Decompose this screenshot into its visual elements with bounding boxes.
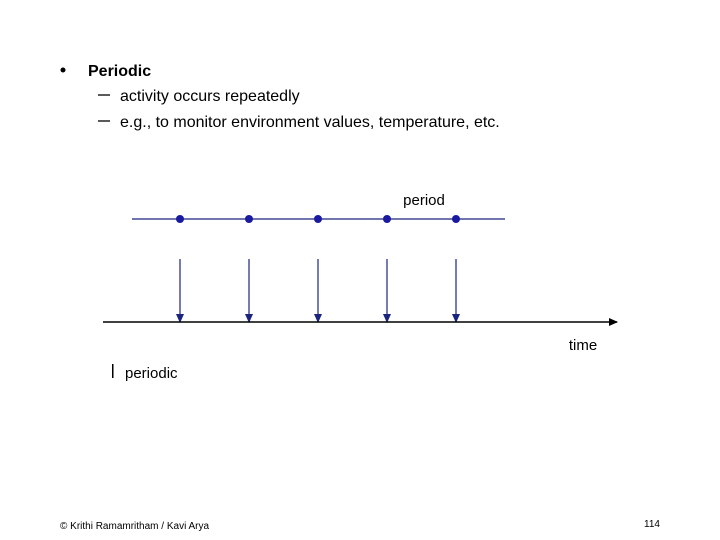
page-number: 114 — [644, 519, 660, 530]
caption-marker — [112, 364, 114, 378]
caption: periodic — [125, 365, 178, 382]
time-label: time — [569, 337, 597, 354]
bullet-item: e.g., to monitor environment values, tem… — [120, 114, 500, 131]
arrows — [176, 259, 460, 323]
bullet-marker — [60, 67, 66, 73]
period-dot — [383, 215, 391, 223]
bullet-title: Periodic — [88, 63, 151, 80]
footer-credit: © Krithi Ramamritham / Kavi Arya — [60, 521, 210, 532]
period-dot — [314, 215, 322, 223]
period-dot — [176, 215, 184, 223]
period-dot — [452, 215, 460, 223]
period-dots — [176, 215, 460, 223]
bullet-item: activity occurs repeatedly — [120, 88, 300, 105]
period-label: period — [403, 192, 445, 209]
period-dot — [245, 215, 253, 223]
